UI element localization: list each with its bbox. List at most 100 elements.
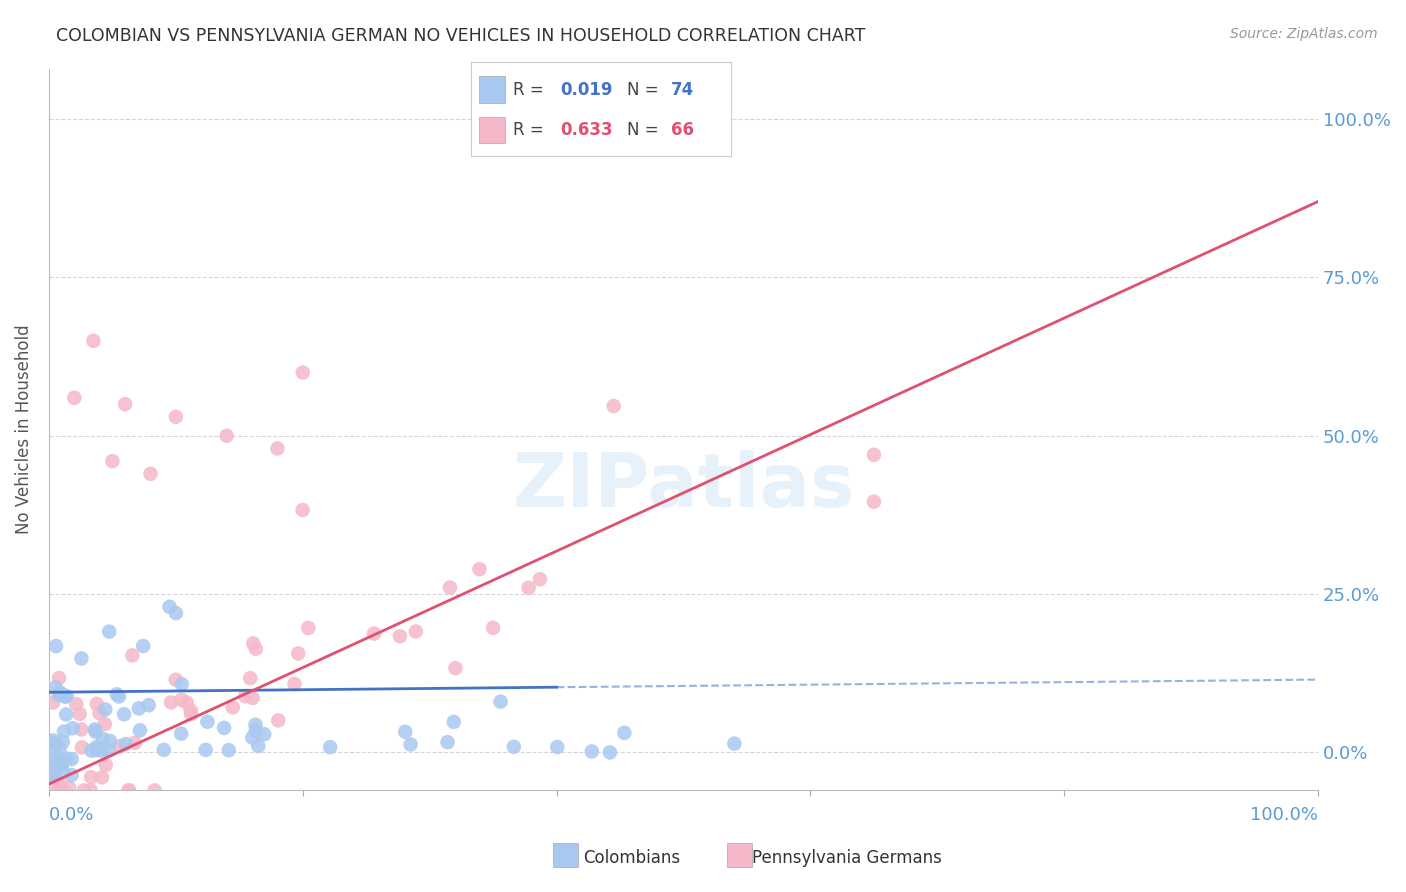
Text: 100.0%: 100.0%	[1250, 806, 1319, 824]
Point	[60, 752, 83, 766]
Point	[108, 690, 131, 704]
Text: N =: N =	[627, 121, 664, 139]
Point	[51, 757, 73, 772]
Point	[44, 766, 66, 780]
Point	[55, 689, 77, 703]
FancyBboxPatch shape	[479, 77, 505, 103]
Point	[245, 723, 267, 738]
Point	[45, 639, 67, 653]
Point	[91, 732, 114, 747]
Point	[245, 641, 267, 656]
Point	[117, 783, 139, 797]
Point	[581, 744, 603, 758]
Point	[108, 739, 131, 754]
Point	[48, 776, 70, 790]
Point	[70, 740, 93, 755]
Point	[98, 624, 121, 639]
Point	[69, 706, 91, 721]
Point	[42, 733, 65, 747]
Point	[98, 743, 121, 757]
Point	[90, 770, 112, 784]
Point	[114, 737, 136, 751]
Text: 0.019: 0.019	[561, 80, 613, 99]
Point	[83, 723, 105, 737]
Point	[489, 695, 512, 709]
Point	[86, 739, 108, 754]
Point	[599, 745, 621, 759]
Text: N =: N =	[627, 80, 664, 99]
Point	[546, 739, 568, 754]
Point	[436, 735, 458, 749]
Point	[90, 744, 112, 758]
Point	[84, 724, 107, 739]
Point	[468, 562, 491, 576]
FancyBboxPatch shape	[479, 117, 505, 143]
Point	[52, 764, 75, 779]
Point	[48, 783, 70, 797]
Point	[283, 677, 305, 691]
Point	[80, 770, 103, 784]
Point	[118, 783, 141, 797]
Point	[112, 707, 135, 722]
Point	[291, 366, 314, 380]
Point	[52, 724, 75, 739]
Point	[44, 742, 66, 756]
Point	[165, 606, 187, 620]
Point	[363, 626, 385, 640]
Point	[138, 698, 160, 713]
Point	[143, 783, 166, 797]
Text: R =: R =	[513, 80, 548, 99]
Point	[101, 454, 124, 468]
Point	[723, 737, 745, 751]
Point	[291, 503, 314, 517]
Point	[80, 743, 103, 757]
Point	[62, 721, 84, 735]
Text: Source: ZipAtlas.com: Source: ZipAtlas.com	[1230, 27, 1378, 41]
Point	[124, 736, 146, 750]
Point	[197, 714, 219, 729]
Point	[180, 707, 202, 722]
Point	[529, 572, 551, 586]
Point	[98, 734, 121, 748]
Point	[215, 429, 238, 443]
Point	[58, 780, 80, 795]
Point	[38, 735, 60, 749]
Text: Colombians: Colombians	[583, 849, 681, 867]
Y-axis label: No Vehicles in Household: No Vehicles in Household	[15, 325, 32, 534]
Point	[70, 651, 93, 665]
Point	[114, 397, 136, 411]
Point	[38, 753, 60, 767]
Point	[52, 735, 75, 749]
Point	[65, 697, 87, 711]
Point	[297, 621, 319, 635]
Point	[56, 752, 79, 766]
Point	[242, 690, 264, 705]
Point	[49, 686, 72, 700]
Point	[180, 704, 202, 718]
Point	[55, 690, 77, 704]
Point	[444, 661, 467, 675]
Point	[55, 707, 77, 722]
Point	[517, 581, 540, 595]
Point	[482, 621, 505, 635]
Point	[49, 756, 72, 770]
Point	[502, 739, 524, 754]
Point	[45, 738, 67, 752]
Point	[94, 758, 117, 772]
Point	[267, 714, 290, 728]
Point	[49, 756, 72, 771]
Text: ZIPatlas: ZIPatlas	[512, 450, 855, 523]
Point	[84, 743, 107, 757]
Point	[222, 700, 245, 714]
Point	[160, 695, 183, 709]
Point	[128, 701, 150, 715]
Point	[233, 690, 256, 704]
Point	[170, 677, 193, 691]
Point	[863, 494, 886, 508]
Point	[266, 442, 288, 456]
Point	[121, 648, 143, 663]
Point	[60, 768, 83, 782]
Text: 74: 74	[671, 80, 695, 99]
Point	[89, 706, 111, 721]
Point	[42, 696, 65, 710]
